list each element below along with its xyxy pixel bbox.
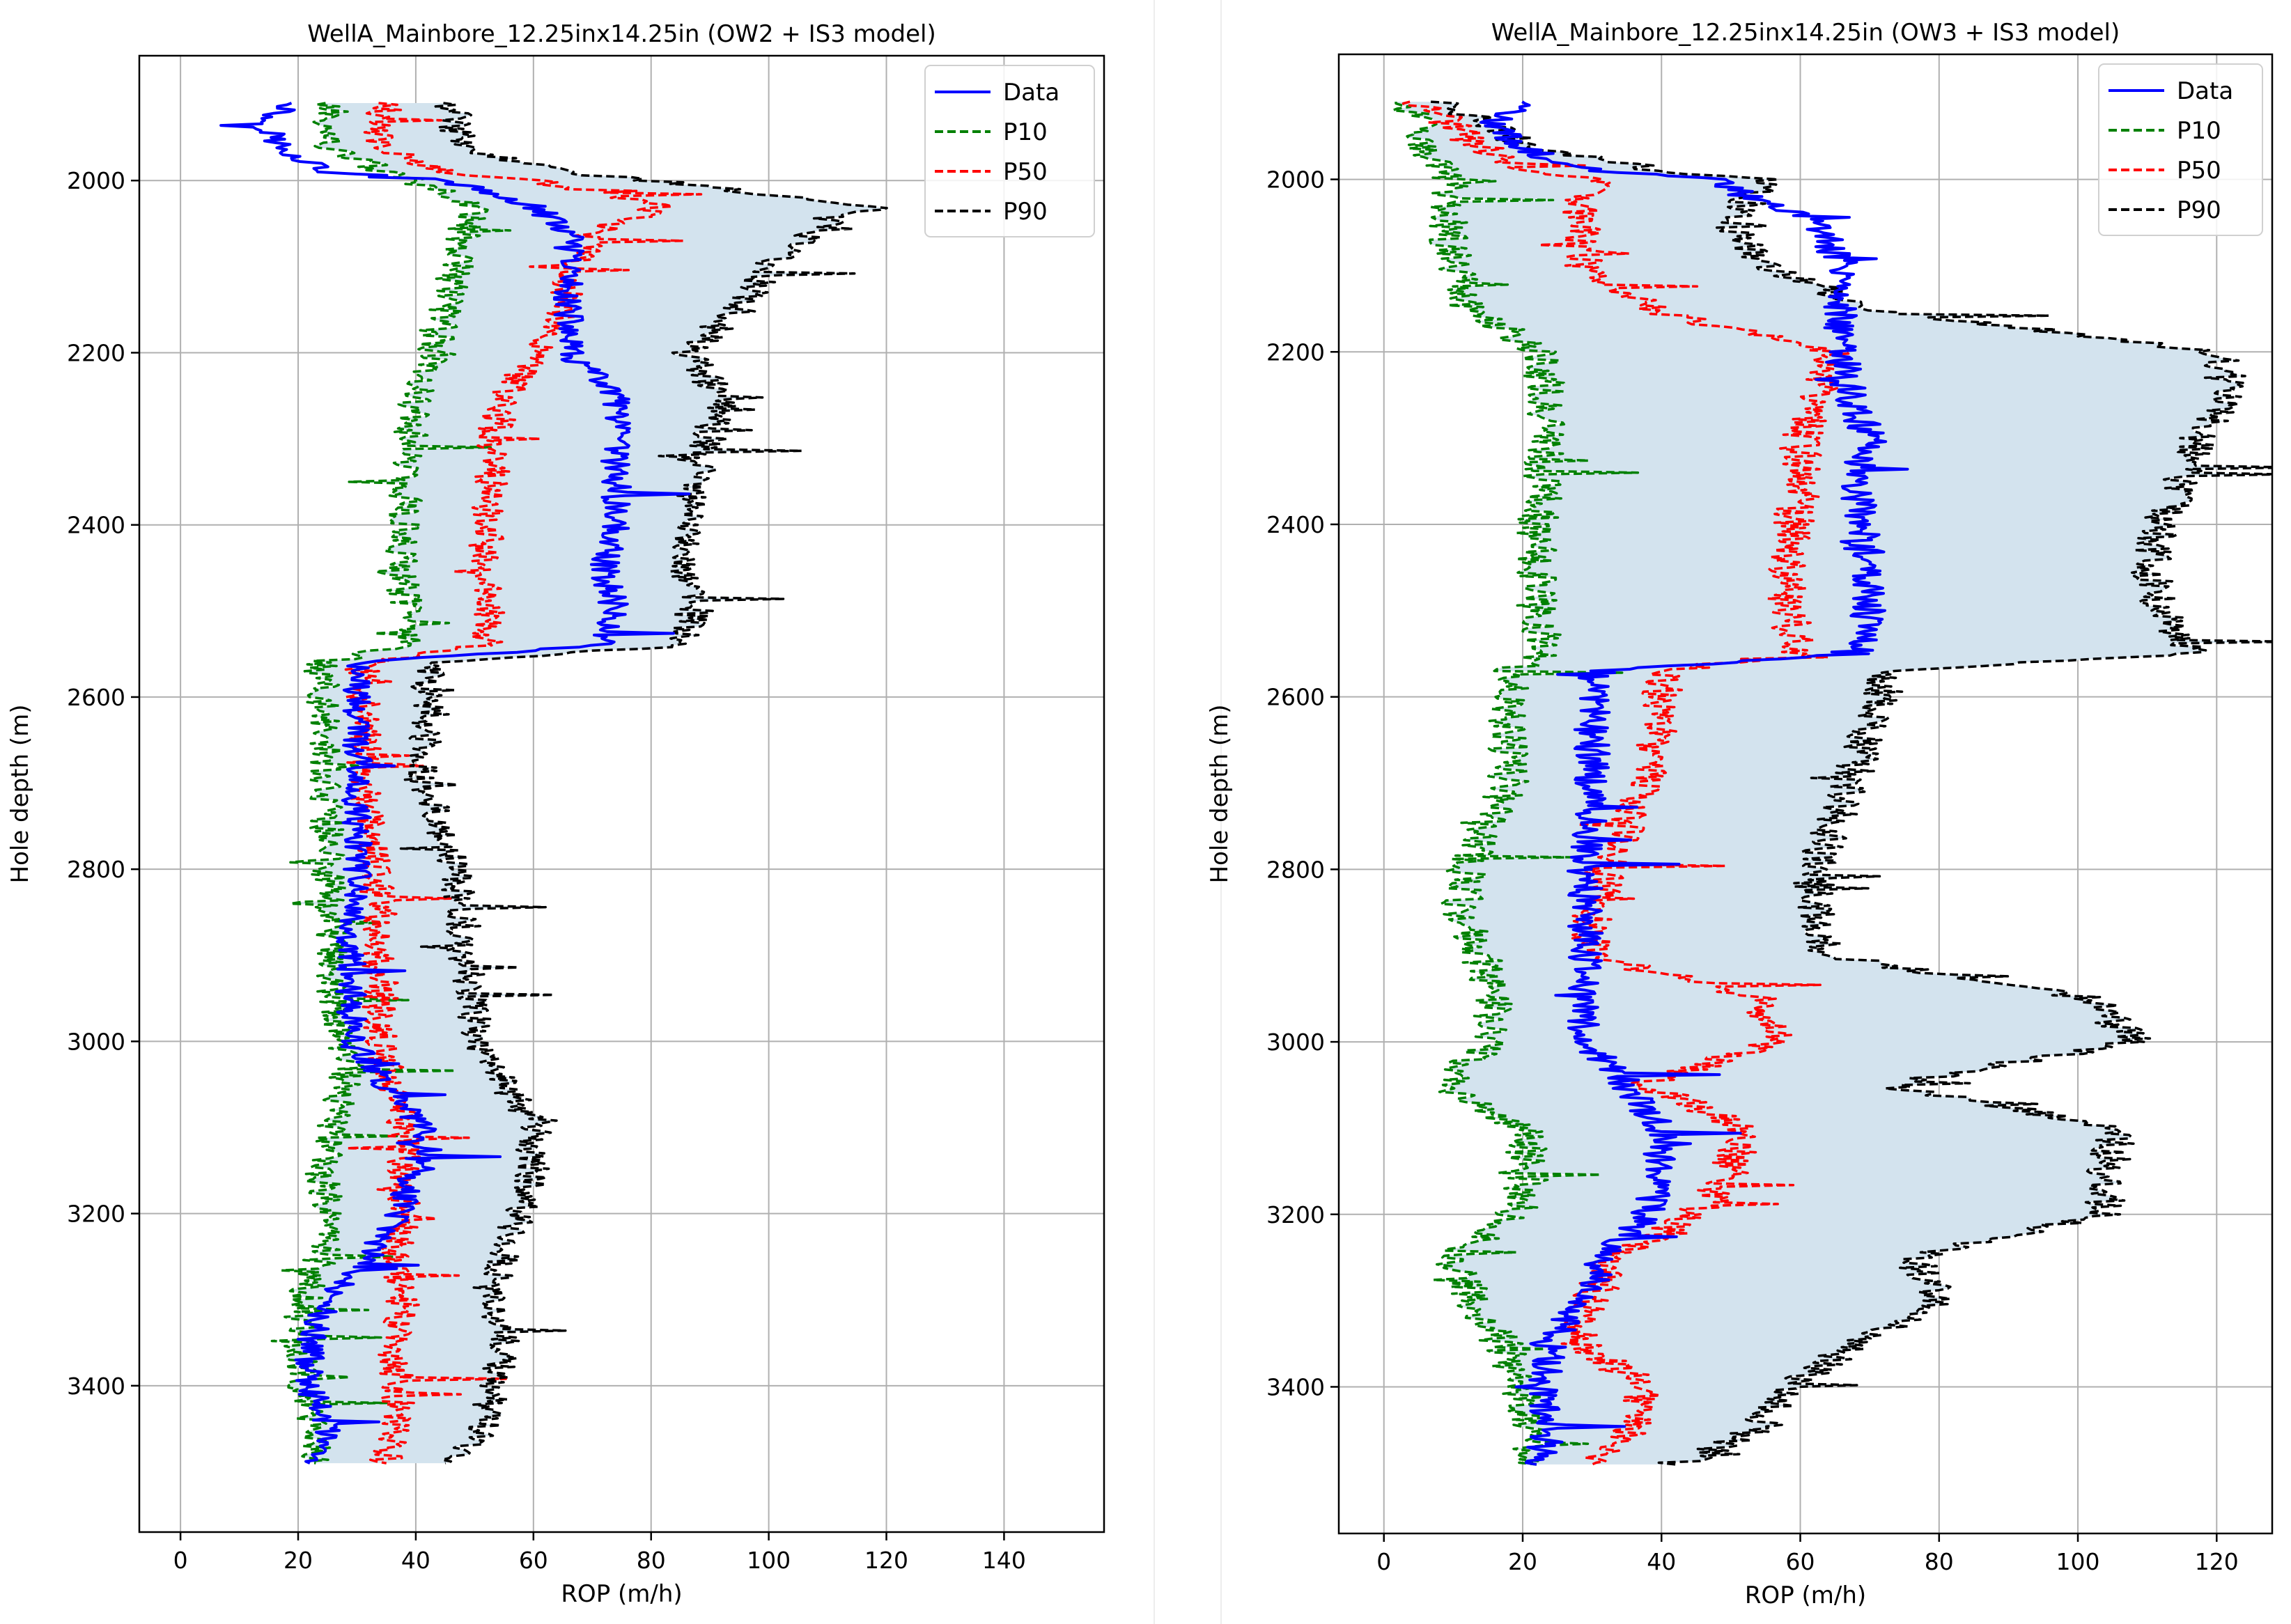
x-tick-label: 100 — [2056, 1548, 2100, 1575]
x-tick-label: 80 — [637, 1547, 666, 1574]
legend-box — [924, 65, 1095, 237]
y-tick-label: 3400 — [67, 1373, 125, 1400]
x-tick-label: 80 — [1925, 1548, 1954, 1575]
x-tick-label: 60 — [519, 1547, 548, 1574]
legend-label-p10: P10 — [1003, 118, 1048, 146]
y-tick-label: 2800 — [67, 856, 125, 883]
p10-p90-band — [1392, 102, 2272, 1465]
legend-label-data: Data — [2177, 77, 2233, 105]
panel-divider — [1220, 0, 1222, 1624]
legend-label-p10: P10 — [2177, 117, 2221, 145]
legend-label-data: Data — [1003, 79, 1059, 107]
series-line-data — [1479, 100, 1909, 1466]
x-tick-label: 140 — [982, 1547, 1026, 1574]
x-tick-label: 60 — [1786, 1548, 1815, 1575]
series-line-p90 — [399, 102, 888, 1465]
legend-label-p90: P90 — [1003, 198, 1048, 226]
legend-box — [2098, 63, 2263, 236]
legend: Data P10 P50 P90 — [924, 65, 1095, 237]
y-axis-label: Hole depth (m) — [1206, 705, 1234, 884]
y-tick-label: 2000 — [1266, 166, 1325, 194]
y-tick-label: 3400 — [1266, 1373, 1325, 1400]
y-tick-label: 2800 — [1266, 856, 1325, 883]
y-tick-label: 2200 — [1266, 338, 1325, 366]
series-line-data — [219, 102, 691, 1465]
legend: Data P10 P50 P90 — [2098, 63, 2263, 236]
y-tick-label: 3000 — [67, 1028, 125, 1055]
chart-title: WellA_Mainbore_12.25inx14.25in (OW2 + IS… — [307, 20, 936, 48]
y-tick-label: 2600 — [1266, 684, 1325, 711]
x-tick-label: 40 — [401, 1547, 430, 1574]
x-tick-label: 20 — [1508, 1548, 1537, 1575]
x-tick-label: 120 — [2195, 1548, 2239, 1575]
legend-label-p50: P50 — [1003, 158, 1048, 186]
x-tick-label: 20 — [284, 1547, 313, 1574]
x-tick-label: 0 — [173, 1547, 188, 1574]
series-line-p10 — [1391, 102, 1640, 1466]
chart-title: WellA_Mainbore_12.25inx14.25in (OW3 + IS… — [1491, 19, 2120, 47]
series-line-p90 — [1430, 100, 2272, 1466]
series-line-p50 — [1401, 100, 1850, 1466]
y-tick-label: 2400 — [67, 512, 125, 539]
series-line-p10 — [270, 102, 512, 1465]
x-tick-label: 0 — [1376, 1548, 1391, 1575]
plot-frame — [1337, 53, 2274, 1535]
y-tick-label: 2200 — [67, 339, 125, 366]
y-tick-label: 3000 — [1266, 1029, 1325, 1056]
x-axis-label: ROP (m/h) — [1745, 1582, 1866, 1609]
x-tick-label: 120 — [864, 1547, 908, 1574]
y-tick-label: 2600 — [67, 684, 125, 711]
x-tick-label: 100 — [747, 1547, 791, 1574]
y-tick-label: 3200 — [1266, 1201, 1325, 1228]
panel-divider — [1154, 0, 1155, 1624]
plot-frame — [138, 54, 1105, 1533]
x-tick-label: 40 — [1647, 1548, 1676, 1575]
y-axis-label: Hole depth (m) — [6, 705, 34, 884]
y-tick-label: 2000 — [67, 167, 125, 194]
y-tick-label: 2400 — [1266, 511, 1325, 538]
x-axis-label: ROP (m/h) — [561, 1580, 682, 1608]
legend-label-p50: P50 — [2177, 157, 2221, 185]
legend-label-p90: P90 — [2177, 196, 2221, 224]
y-tick-label: 3200 — [67, 1201, 125, 1228]
